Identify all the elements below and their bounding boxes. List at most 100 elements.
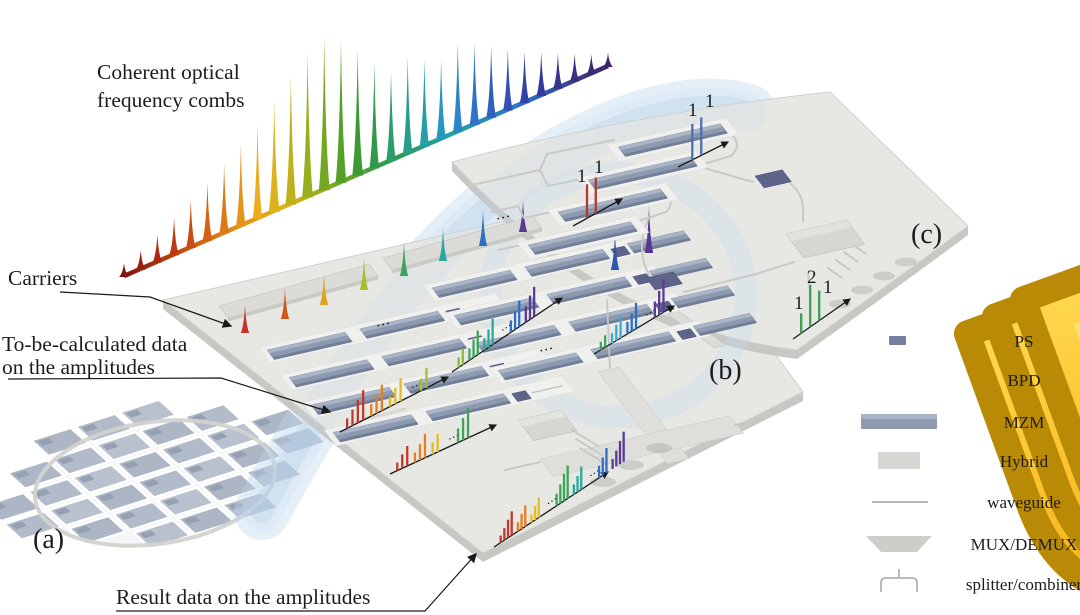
mini-spectra: ··················1 11 112 1 xyxy=(339,91,851,548)
mzm-bar-highlight xyxy=(524,249,605,271)
ellipsis-mark: ··· xyxy=(537,341,555,360)
carrier-peak xyxy=(478,210,488,246)
wafer-die-notch xyxy=(228,502,245,511)
lens-swoosh-overlay xyxy=(243,87,767,531)
comb-peak xyxy=(169,217,179,256)
comb-title-line2: frequency combs xyxy=(97,88,244,112)
comb-peak xyxy=(536,51,547,96)
waveguide xyxy=(734,419,759,426)
comb-peak xyxy=(586,54,597,75)
wafer-die xyxy=(131,518,193,550)
comb-peak xyxy=(402,56,413,154)
waveguide xyxy=(531,384,564,394)
wafer-die xyxy=(246,406,309,438)
wafer-die xyxy=(154,486,217,518)
ps-icon xyxy=(889,336,906,345)
mux-demux-front xyxy=(392,228,542,274)
amplitude-digit: 1 xyxy=(794,293,804,314)
wafer-die-notch xyxy=(10,521,27,530)
result-output: ······ xyxy=(493,431,625,548)
wafer-die-notch xyxy=(211,432,228,441)
mzm-bar-shade xyxy=(533,228,638,255)
comb-peak xyxy=(135,249,146,270)
wafer-die-notch xyxy=(166,446,183,455)
mzm-bar-highlight xyxy=(359,311,440,333)
mzm-bar-highlight xyxy=(498,352,579,374)
waveguide xyxy=(790,183,804,223)
waveguide-bus xyxy=(539,415,744,477)
wafer-die xyxy=(5,458,67,490)
wafer-die-notch xyxy=(125,409,143,418)
splitter-combiner-icon xyxy=(880,569,918,592)
wafer-die-notch xyxy=(75,525,92,534)
bpd-shadow xyxy=(618,460,644,470)
mzm-bar-shade xyxy=(437,277,518,298)
mux-demux-front xyxy=(228,276,378,322)
tbc-leader-arrow xyxy=(7,377,332,415)
mzm-bar-shade xyxy=(574,311,654,332)
bpd-shadow xyxy=(646,443,672,453)
wafer-die xyxy=(134,467,196,499)
wafer-die-notch xyxy=(187,465,204,474)
waveguide xyxy=(491,205,557,219)
legend-label: BPD xyxy=(1007,371,1040,390)
mzm-bar-highlight xyxy=(568,304,649,326)
comb-peak xyxy=(219,163,229,234)
mzm-bar-highlight xyxy=(671,285,730,302)
tbc-input-1: ··· xyxy=(339,367,450,433)
comb-peak xyxy=(302,51,313,198)
mzm-bar-highlight xyxy=(454,297,535,319)
wafer-die-notch xyxy=(139,530,156,539)
hybrid-icon xyxy=(878,452,920,469)
tbc-input-2: ··· xyxy=(451,286,563,373)
mzm-icon-highlight xyxy=(861,414,937,419)
result-label: Result data on the amplitudes xyxy=(116,585,370,609)
wafer-die-notch xyxy=(146,428,163,437)
wafer-die-notch xyxy=(98,493,116,502)
comb-peak xyxy=(119,263,129,277)
bpd-shadow xyxy=(873,271,895,281)
wafer-die xyxy=(266,425,329,457)
carrier-peak xyxy=(644,205,654,253)
wafer-die xyxy=(0,491,44,523)
wafer-die-notch xyxy=(102,442,119,451)
mzm-bar-highlight xyxy=(289,359,370,381)
mzm-bar-shade xyxy=(481,332,562,353)
result-leader-arrow xyxy=(116,552,477,612)
mzm-bar-shade xyxy=(676,292,735,309)
waveguide xyxy=(827,267,843,279)
mux-demux-icon xyxy=(866,536,932,552)
panel-label-b: (b) xyxy=(709,355,742,386)
ellipsis-mark: ··· xyxy=(494,209,512,228)
tbc-label-line1: To-be-calculated data xyxy=(2,332,188,356)
carriers-leader-arrow xyxy=(59,291,233,328)
legend-row: PS xyxy=(889,332,1033,351)
carrier-peak xyxy=(280,288,290,319)
waveguide xyxy=(504,461,541,471)
bpd-shadow xyxy=(851,285,873,295)
comb-peak xyxy=(469,42,480,125)
wafer-rim xyxy=(32,418,278,548)
wafer-dies xyxy=(0,398,329,550)
amplitude-digit: 1 xyxy=(688,100,698,121)
hybrid-top xyxy=(518,410,566,427)
legend-row: MUX/DEMUX xyxy=(866,535,1077,554)
comb-peak xyxy=(252,123,263,220)
wafer-die-notch xyxy=(231,450,248,459)
wafer-die-notch xyxy=(255,418,272,427)
carrier-peak xyxy=(610,232,620,270)
waveguide xyxy=(640,219,653,281)
legend-label: MUX/DEMUX xyxy=(971,535,1078,554)
wafer-die xyxy=(117,398,179,430)
legend-label: Hybrid xyxy=(1000,452,1049,471)
comb-peak xyxy=(569,53,580,82)
legend-row: waveguide xyxy=(872,493,1061,512)
wafer xyxy=(0,398,329,550)
mzm-bar-shade xyxy=(552,283,632,304)
amplitude-digit: 1 xyxy=(577,166,587,187)
amplitude-digit: 2 xyxy=(807,267,817,288)
carrier-peak xyxy=(240,305,250,333)
legend-label: MZM xyxy=(1004,413,1045,432)
waveguide xyxy=(571,429,599,447)
